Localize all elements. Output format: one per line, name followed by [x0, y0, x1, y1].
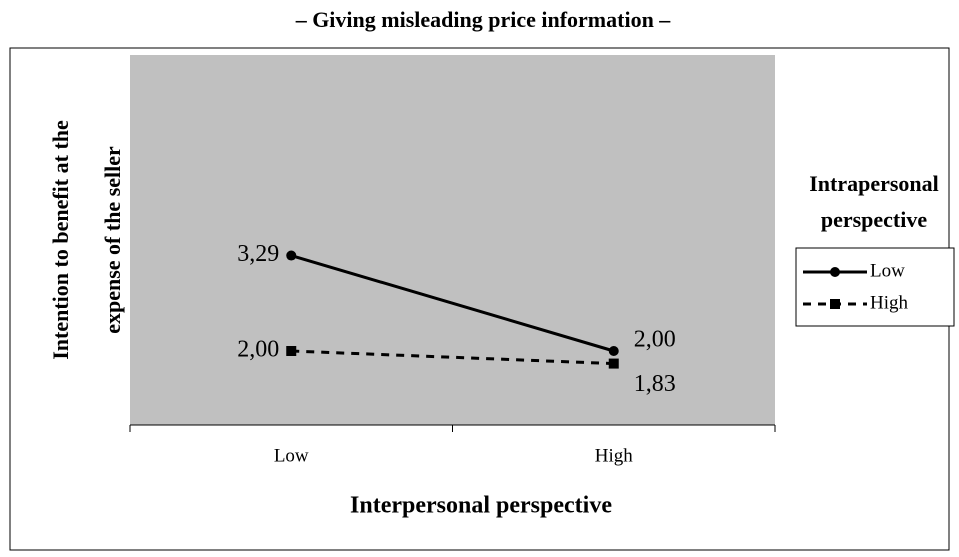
chart-title: – Giving misleading price information – — [295, 7, 672, 32]
value-label: 2,00 — [634, 327, 676, 353]
value-label: 2,00 — [237, 337, 279, 363]
marker — [608, 346, 619, 356]
marker — [830, 299, 840, 309]
marker — [830, 267, 840, 277]
value-label: 3,29 — [237, 241, 279, 267]
x-tick-label: High — [595, 445, 634, 466]
marker — [608, 358, 619, 369]
y-axis-label-line: Intention to benefit at the — [48, 120, 73, 360]
x-axis-label: Interpersonal perspective — [350, 493, 612, 519]
series-line — [290, 254, 615, 353]
plot-area — [130, 55, 775, 425]
marker — [286, 250, 297, 261]
legend-box — [795, 247, 955, 327]
legend-title: perspective — [821, 207, 928, 232]
legend-label: Low — [870, 260, 905, 281]
legend-label: High — [870, 292, 909, 313]
y-axis-label: Intention to benefit at the expense of t… — [48, 120, 125, 360]
marker — [286, 346, 297, 356]
y-axis-label-line: expense of the seller — [100, 146, 125, 334]
value-label: 1,83 — [634, 371, 676, 397]
legend-title: Intrapersonal — [809, 171, 939, 196]
x-tick-label: Low — [274, 445, 309, 466]
